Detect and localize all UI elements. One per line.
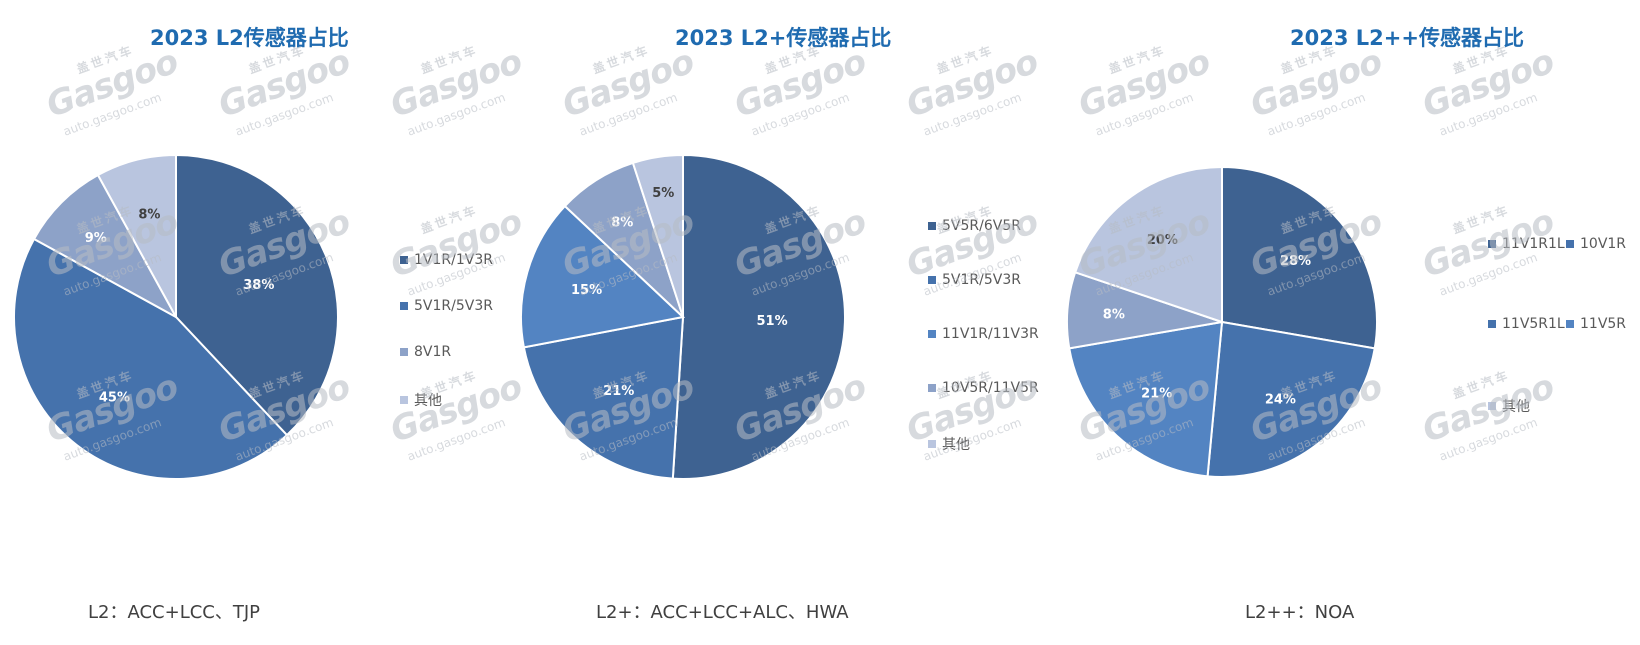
legend-swatch <box>928 384 936 392</box>
legend-swatch <box>1488 402 1496 410</box>
legend-swatch <box>1566 320 1574 328</box>
pie-slice <box>1221 165 1378 350</box>
legend-entry: 10V5R/11V5R <box>928 380 1039 396</box>
slice-data-label: 8% <box>611 215 633 230</box>
pie-slice <box>1073 165 1223 324</box>
pie-slice <box>32 173 179 320</box>
legend-label: 11V1R1L <box>1502 236 1565 252</box>
slice-data-label: 24% <box>1265 392 1296 407</box>
legend-label: 5V5R/6V5R <box>942 218 1021 234</box>
legend-swatch <box>928 222 936 230</box>
pie-slice <box>1206 320 1376 478</box>
legend-entry: 8V1R <box>400 344 451 360</box>
slice-data-label: 21% <box>1141 387 1172 402</box>
chart-footnote: L2+：ACC+LCC+ALC、HWA <box>596 602 849 623</box>
legend-label: 5V1R/5V3R <box>942 272 1021 288</box>
legend-entry: 10V1R <box>1566 236 1626 252</box>
legend-label: 11V5R <box>1580 316 1627 332</box>
chart-panel-l2-plus-plus: 2023 L2++传感器占比 28% 24% 21% 8% 20% 11V1R1L 10V… <box>1066 0 1640 645</box>
legend-swatch <box>1566 240 1574 248</box>
legend-swatch <box>400 256 408 264</box>
slice-data-label: 15% <box>571 283 602 298</box>
legend-label: 8V1R <box>414 344 452 360</box>
legend-entry: 11V5R <box>1566 316 1626 332</box>
legend-swatch <box>928 276 936 284</box>
slice-data-label: 9% <box>85 231 107 246</box>
chart-footnote: L2：ACC+LCC、TJP <box>88 602 261 623</box>
chart-panel-l2: 2023 L2传感器占比 38% 45% 9% 8% 1V1R/1V3R 5V1R/5V… <box>0 0 520 645</box>
legend-label: 其他 <box>414 393 442 409</box>
legend-swatch <box>400 302 408 310</box>
slice-data-label: 8% <box>1103 308 1125 323</box>
legend-entry: 1V1R/1V3R <box>400 252 493 268</box>
slice-data-label: 38% <box>243 278 274 293</box>
pie-slice <box>175 153 339 437</box>
legend-label: 10V1R <box>1580 236 1627 252</box>
legend-label: 10V5R/11V5R <box>942 380 1039 396</box>
pie-chart: 38% 45% 9% 8% <box>13 153 339 480</box>
legend-swatch <box>1488 320 1496 328</box>
slice-data-label: 21% <box>603 384 634 399</box>
legend-label: 11V1R/11V3R <box>942 326 1039 342</box>
legend-swatch <box>928 330 936 338</box>
pie-slice <box>671 153 847 480</box>
legend-entry: 其他 <box>1488 396 1530 416</box>
legend-entry: 其他 <box>928 434 970 454</box>
pie-chart: 28% 24% 21% 8% 20% <box>1066 165 1378 478</box>
chart-panel-l2-plus: 2023 L2+传感器占比 51% 21% 15% 8% 5% 5V5R/6V5R 5V1… <box>520 0 1080 645</box>
legend-swatch <box>400 396 408 404</box>
pie-slice <box>13 237 289 480</box>
legend-label: 5V1R/5V3R <box>414 298 493 314</box>
slice-data-label: 5% <box>652 186 674 201</box>
slice-data-label: 8% <box>138 207 160 222</box>
slice-data-label: 28% <box>1280 254 1311 269</box>
legend-label: 11V5R1L <box>1502 316 1565 332</box>
legend-entry: 11V5R1L <box>1488 316 1565 332</box>
chart-footnote: L2++：NOA <box>1245 602 1355 623</box>
pie-slice <box>631 153 684 318</box>
chart-title: 2023 L2传感器占比 <box>150 26 349 50</box>
legend-label: 其他 <box>1502 399 1530 415</box>
pie-slice <box>1068 320 1224 478</box>
slice-data-label: 51% <box>756 314 787 329</box>
legend-entry: 11V1R/11V3R <box>928 326 1039 342</box>
slice-data-label: 20% <box>1147 233 1178 248</box>
pie-slice <box>522 315 685 480</box>
legend-entry: 5V1R/5V3R <box>400 298 493 314</box>
legend-entry: 5V1R/5V3R <box>928 272 1021 288</box>
slice-data-label: 45% <box>99 390 130 405</box>
pie-slice <box>96 153 177 318</box>
legend-swatch <box>928 440 936 448</box>
legend-label: 1V1R/1V3R <box>414 252 493 268</box>
pie-chart: 51% 21% 15% 8% 5% <box>520 153 847 480</box>
legend-label: 其他 <box>942 437 970 453</box>
chart-title: 2023 L2++传感器占比 <box>1290 26 1524 50</box>
legend-entry: 11V1R1L <box>1488 236 1565 252</box>
legend-swatch <box>1488 240 1496 248</box>
legend-entry: 5V5R/6V5R <box>928 218 1021 234</box>
pie-slice <box>520 204 686 349</box>
legend-swatch <box>400 348 408 356</box>
chart-title: 2023 L2+传感器占比 <box>675 26 892 50</box>
legend-entry: 其他 <box>400 390 442 410</box>
